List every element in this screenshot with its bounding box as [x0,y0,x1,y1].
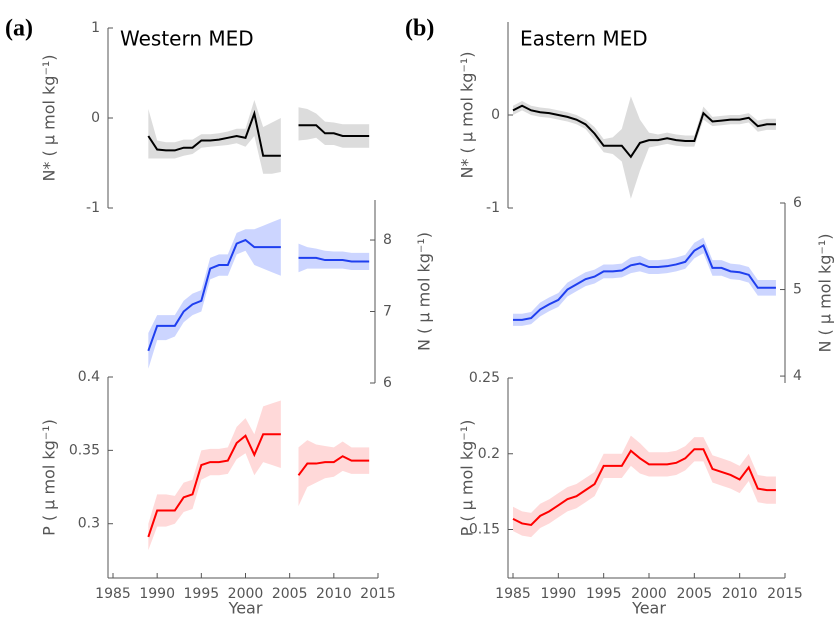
panel-title: Eastern MED [520,27,648,51]
x-tick-label: 1990 [541,586,577,602]
x-tick-label: 1985 [95,586,131,602]
x-tick-label: 2015 [360,586,396,602]
y-axis-label: N ( μ mol kg⁻¹) [816,233,835,352]
x-tick-label: 2005 [677,586,713,602]
y-tick-label: 0.4 [78,369,100,385]
y-tick-label: 6 [383,375,392,391]
y-tick-label: 5 [793,282,802,298]
y-tick-label: 8 [383,232,392,248]
y-axis-label: N* ( μ mol kg⁻¹) [40,54,59,181]
panel-label: (b) [405,16,434,42]
y-axis-label: P ( μ mol kg⁻¹) [458,420,477,537]
uncertainty-band [298,107,370,148]
y-tick-label: 1 [91,20,100,36]
uncertainty-band [513,237,776,326]
uncertainty-band [298,243,370,273]
y-axis-label: P ( μ mol kg⁻¹) [40,419,59,536]
y-tick-label: 0 [491,107,500,123]
data-line [147,238,281,352]
y-axis-label: N ( μ mol kg⁻¹) [415,232,434,351]
y-tick-label: 0.35 [69,442,100,458]
y-axis-label: N* ( μ mol kg⁻¹) [458,51,477,178]
data-line [513,243,776,321]
x-tick-label: 2010 [722,586,758,602]
data-line [147,433,281,538]
y-tick-label: 0.25 [469,370,500,386]
data-line [298,256,370,263]
x-tick-label: 1995 [586,586,622,602]
uncertainty-band [148,400,281,551]
x-tick-label: 1995 [184,586,220,602]
panel-title: Western MED [120,27,254,51]
uncertainty-band [513,435,776,538]
y-tick-label: 6 [793,195,802,211]
y-tick-label: -1 [86,200,100,216]
x-tick-label: 2010 [316,586,352,602]
data-line [512,448,776,527]
data-line [298,124,370,137]
x-tick-label: 2000 [631,586,667,602]
y-tick-label: -1 [486,200,500,216]
x-tick-label: 2005 [272,586,308,602]
panel-label: (a) [5,16,33,42]
y-tick-label: 0.2 [478,446,500,462]
data-line [147,109,281,157]
y-tick-label: 0 [91,110,100,126]
x-axis-label: Year [228,599,263,618]
uncertainty-band [148,100,281,174]
y-tick-label: 4 [793,368,802,384]
x-tick-label: 1990 [139,586,175,602]
y-tick-label: 7 [383,304,392,320]
x-tick-label: 2015 [767,586,803,602]
uncertainty-band [298,440,370,507]
data-line [512,104,776,159]
x-tick-label: 2000 [228,586,264,602]
y-tick-label: 0.3 [78,516,100,532]
uncertainty-band [513,96,776,199]
x-tick-label: 1985 [495,586,531,602]
uncertainty-band [148,218,281,369]
y-tick-label: 0.15 [469,522,500,538]
x-axis-label: Year [631,599,666,618]
data-line [297,455,370,476]
